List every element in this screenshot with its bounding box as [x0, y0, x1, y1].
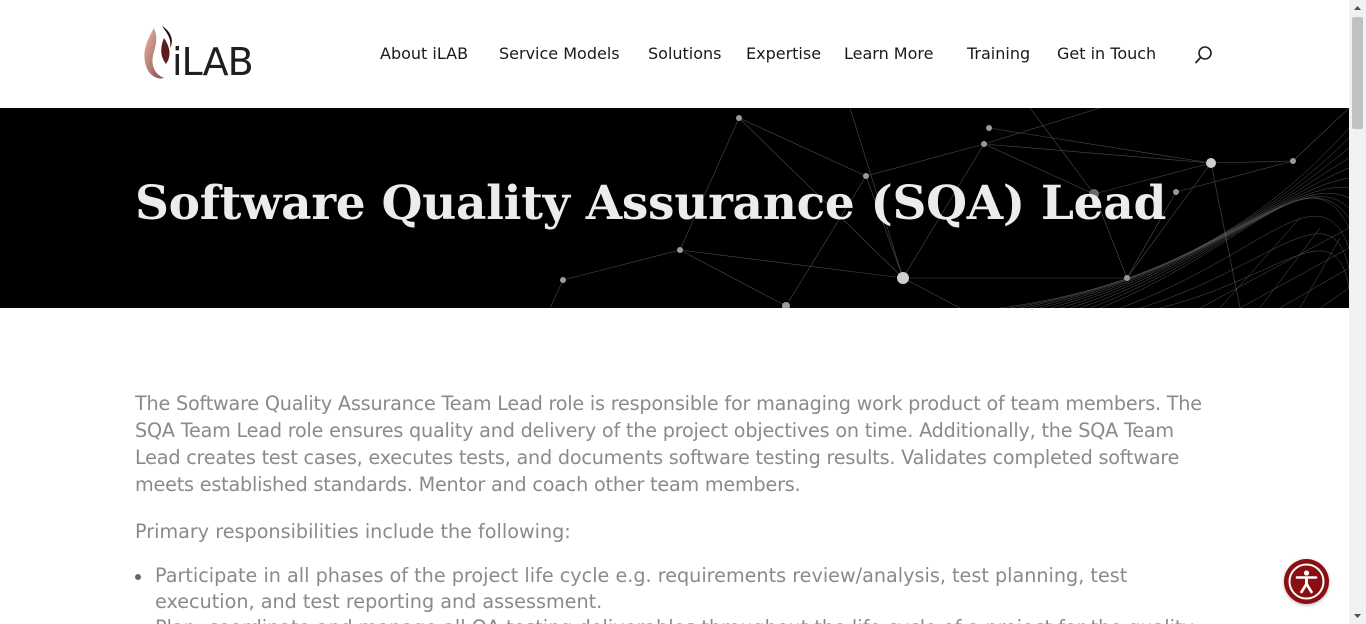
nav-item-expertise[interactable]: Expertise	[746, 44, 822, 63]
accessibility-button[interactable]	[1284, 559, 1329, 604]
search-icon[interactable]	[1194, 45, 1214, 65]
scroll-thumb[interactable]	[1352, 17, 1363, 129]
network-background-graphic	[549, 108, 1349, 308]
responsibilities-heading: Primary responsibilities include the fol…	[135, 520, 571, 543]
list-item: Participate in all phases of the project…	[135, 563, 1215, 615]
page-title: Software Quality Assurance (SQA) Lead	[135, 176, 1167, 231]
site-header: iLAB About iLAB Service Models Solutions…	[0, 0, 1349, 108]
accessibility-icon	[1288, 563, 1325, 600]
page-scrollbar[interactable]	[1349, 0, 1366, 624]
nav-item-training[interactable]: Training	[967, 44, 1031, 63]
logo-text: iLAB	[172, 40, 254, 84]
scroll-down-arrow-icon[interactable]	[1349, 607, 1366, 624]
flame-logo-icon	[144, 26, 172, 79]
nav-item-solutions[interactable]: Solutions	[648, 44, 722, 63]
logo[interactable]: iLAB	[140, 24, 280, 84]
nav-item-get-in-touch[interactable]: Get in Touch	[1057, 44, 1157, 63]
scroll-up-arrow-icon[interactable]	[1349, 0, 1366, 17]
nav-item-service-models[interactable]: Service Models	[499, 44, 620, 63]
list-item: Plan, coordinate and manage all QA testi…	[135, 615, 1215, 624]
main-content: The Software Quality Assurance Team Lead…	[135, 390, 1215, 624]
responsibilities-list: Participate in all phases of the project…	[135, 563, 1215, 624]
nav-item-about[interactable]: About iLAB	[380, 44, 469, 63]
hero-banner: Software Quality Assurance (SQA) Lead	[0, 108, 1349, 308]
intro-paragraph: The Software Quality Assurance Team Lead…	[135, 392, 1202, 496]
nav-item-learn-more[interactable]: Learn More	[844, 44, 934, 63]
